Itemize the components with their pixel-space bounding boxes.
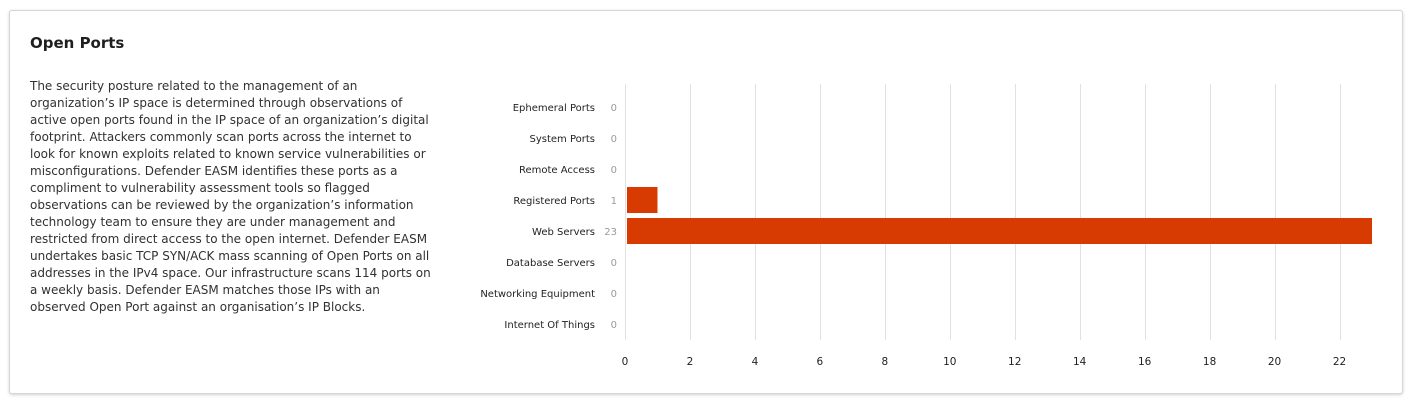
open-ports-card: Open Ports The security posture related … [9, 10, 1403, 394]
category-label: Database Servers [506, 258, 595, 269]
x-tick-label: 16 [1138, 356, 1152, 368]
value-label: 0 [611, 258, 617, 269]
x-tick-label: 14 [1073, 356, 1087, 368]
x-tick-label: 2 [687, 356, 694, 368]
category-label: Networking Equipment [480, 289, 595, 300]
value-label: 0 [611, 134, 617, 145]
value-label: 23 [604, 227, 617, 238]
value-label: 1 [611, 196, 617, 207]
category-label: Web Servers [532, 227, 595, 238]
value-label: 0 [611, 103, 617, 114]
x-tick-label: 6 [817, 356, 824, 368]
x-tick-label: 22 [1333, 356, 1346, 368]
value-label: 0 [611, 165, 617, 176]
x-tick-label: 0 [622, 356, 629, 368]
value-label: 0 [611, 289, 617, 300]
category-label: Ephemeral Ports [513, 103, 595, 114]
value-label: 0 [611, 320, 617, 331]
x-tick-label: 12 [1008, 356, 1021, 368]
x-tick-label: 4 [752, 356, 759, 368]
x-tick-label: 8 [881, 356, 888, 368]
category-label: Registered Ports [513, 196, 595, 207]
bar-registered-ports[interactable] [627, 187, 658, 213]
x-tick-label: 20 [1268, 356, 1281, 368]
bars [627, 187, 1372, 244]
card-description: The security posture related to the mana… [30, 79, 431, 314]
bar-web-servers[interactable] [627, 218, 1372, 244]
x-axis-ticks: 0 2 4 6 8 10 12 14 16 18 20 22 [622, 356, 1347, 368]
x-tick-label: 10 [943, 356, 956, 368]
x-tick-label: 18 [1203, 356, 1216, 368]
gridlines [625, 84, 1341, 340]
category-label: Remote Access [519, 165, 595, 176]
card-title: Open Ports [30, 34, 125, 52]
category-label: System Ports [529, 134, 595, 145]
category-label: Internet Of Things [504, 320, 595, 331]
category-labels: Ephemeral Ports 0 System Ports 0 Remote Acce… [480, 103, 617, 331]
